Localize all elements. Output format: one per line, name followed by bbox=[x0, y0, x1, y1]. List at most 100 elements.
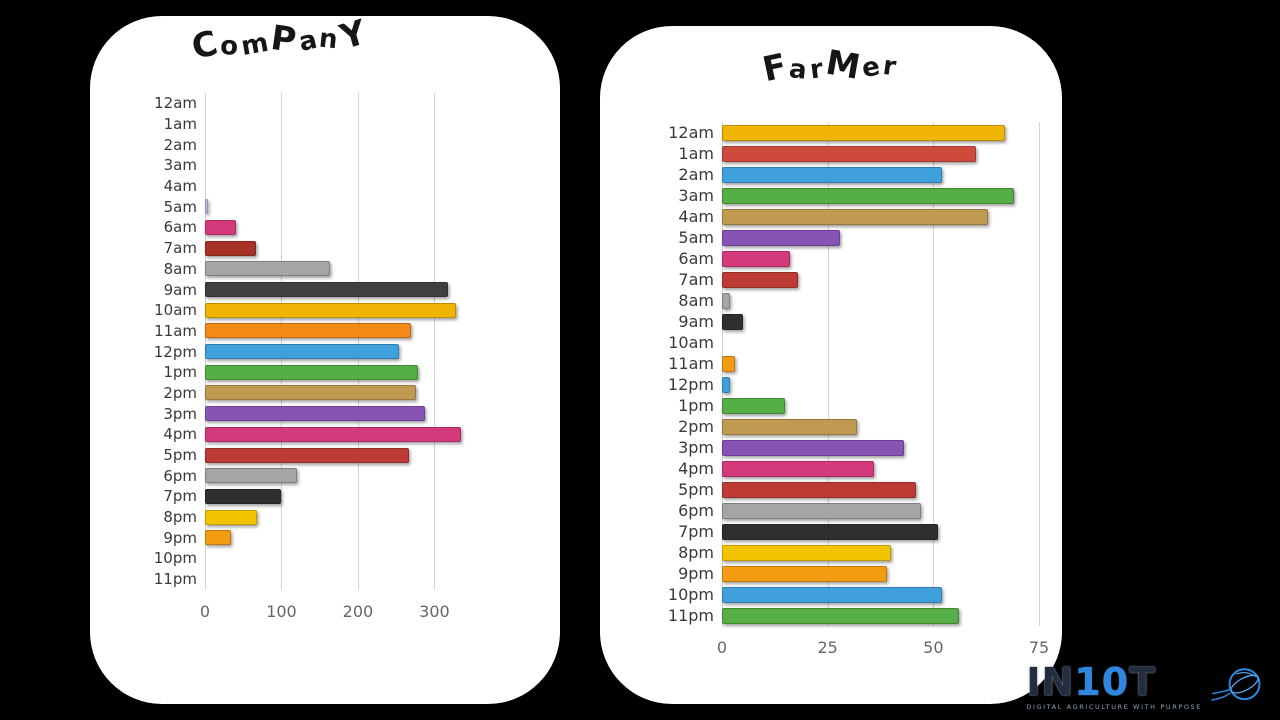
bar bbox=[205, 406, 426, 422]
gridline bbox=[357, 93, 359, 590]
bar bbox=[722, 565, 887, 582]
bar bbox=[205, 240, 257, 256]
bar bbox=[722, 376, 731, 393]
gridline bbox=[827, 122, 829, 626]
x-axis: 0 100 200 300 bbox=[117, 602, 465, 630]
bar-row: 6am bbox=[117, 217, 465, 238]
bar-row: 12am bbox=[630, 122, 1039, 143]
bar-row: 10pm bbox=[630, 584, 1039, 605]
bar bbox=[722, 544, 892, 561]
title-letter: P bbox=[268, 17, 302, 62]
y-axis-label: 9pm bbox=[163, 528, 197, 547]
bar bbox=[722, 124, 1006, 141]
x-axis-tick-label: 25 bbox=[817, 638, 838, 657]
bar bbox=[722, 355, 735, 372]
bar bbox=[722, 502, 921, 519]
bar-row: 2am bbox=[630, 164, 1039, 185]
bar bbox=[205, 219, 236, 235]
farmer-chart-title: FarMer bbox=[599, 38, 1062, 94]
brand-part-t: T bbox=[1129, 660, 1157, 704]
y-axis-label: 10pm bbox=[153, 549, 197, 568]
title-letter: Y bbox=[335, 11, 374, 58]
bar-row: 1am bbox=[630, 143, 1039, 164]
farmer-chart-card: FarMer 12am 1am 2am 3am 4am 5am 6am 7am 8am 9am 10… bbox=[600, 26, 1062, 704]
bar-row: 5am bbox=[630, 227, 1039, 248]
y-axis-label: 12pm bbox=[667, 375, 714, 394]
y-axis-label: 1am bbox=[678, 144, 714, 163]
y-axis-label: 4pm bbox=[678, 459, 714, 478]
y-axis-label: 10am bbox=[154, 301, 197, 320]
y-axis-label: 7am bbox=[678, 270, 714, 289]
bar-row: 7pm bbox=[630, 521, 1039, 542]
bar-row: 10am bbox=[630, 332, 1039, 353]
y-axis-label: 2am bbox=[163, 135, 197, 154]
company-chart-title: ComPanY bbox=[188, 12, 374, 68]
y-axis-label: 9am bbox=[163, 280, 197, 299]
x-axis-tick-label: 0 bbox=[199, 601, 211, 621]
bar bbox=[205, 323, 412, 339]
bar bbox=[205, 530, 231, 546]
bar-row: 12pm bbox=[117, 341, 465, 362]
y-axis-label: 2am bbox=[678, 165, 714, 184]
y-axis-label: 10am bbox=[668, 333, 714, 352]
bar-row: 8pm bbox=[117, 507, 465, 528]
in10t-tagline: DIGITAL AGRICULTURE WITH PURPOSE bbox=[1026, 703, 1202, 711]
bar-row: 5am bbox=[117, 196, 465, 217]
bar bbox=[722, 397, 786, 414]
y-axis-label: 7pm bbox=[163, 487, 197, 506]
bar bbox=[722, 523, 938, 540]
gridline bbox=[1039, 122, 1040, 626]
bar bbox=[205, 468, 297, 484]
bar-row: 7am bbox=[117, 238, 465, 259]
bar bbox=[205, 344, 400, 360]
y-axis-label: 1pm bbox=[678, 396, 714, 415]
bar bbox=[722, 208, 989, 225]
y-axis-label: 5pm bbox=[678, 480, 714, 499]
bar-row: 12pm bbox=[630, 374, 1039, 395]
bar-row: 6pm bbox=[117, 465, 465, 486]
y-axis-label: 5pm bbox=[163, 446, 197, 465]
y-axis-label: 7am bbox=[163, 239, 197, 258]
bar-row: 2pm bbox=[117, 383, 465, 404]
bar-row: 4am bbox=[630, 206, 1039, 227]
plot-area: 12am 1am 2am 3am 4am 5am 6am 7am 8am 9am 10am 11am 1… bbox=[630, 122, 1040, 626]
y-axis-label: 8am bbox=[678, 291, 714, 310]
bar-row: 11pm bbox=[117, 569, 465, 590]
company-chart-card: ComPanY 12am 1am 2am 3am 4am 5am 6am 7am 8am 9am 1… bbox=[90, 12, 560, 704]
company-bar-chart: 12am 1am 2am 3am 4am 5am 6am 7am 8am 9am 10am 11am 1… bbox=[117, 93, 465, 630]
bar bbox=[205, 199, 209, 215]
y-axis-label: 10pm bbox=[667, 585, 714, 604]
y-axis-label: 6pm bbox=[678, 501, 714, 520]
y-axis-label: 3am bbox=[678, 186, 714, 205]
y-axis-label: 3pm bbox=[678, 438, 714, 457]
gridline bbox=[205, 93, 206, 590]
bar bbox=[722, 166, 942, 183]
bar bbox=[205, 302, 456, 318]
bar-row: 8am bbox=[117, 259, 465, 280]
bar bbox=[205, 447, 410, 463]
x-axis-tick-label: 0 bbox=[716, 638, 728, 657]
bar-row: 4pm bbox=[117, 424, 465, 445]
bar bbox=[205, 488, 282, 504]
y-axis-label: 6am bbox=[163, 218, 197, 237]
bar-row: 8pm bbox=[630, 542, 1039, 563]
bar bbox=[205, 282, 449, 298]
y-axis-label: 3pm bbox=[163, 404, 197, 423]
bar-row: 12am bbox=[117, 93, 465, 114]
gridline bbox=[434, 93, 436, 590]
y-axis-label: 8pm bbox=[163, 508, 197, 527]
bar-row: 5pm bbox=[630, 479, 1039, 500]
bar bbox=[205, 509, 257, 525]
bar-row: 7am bbox=[630, 269, 1039, 290]
brand-part-in: IN bbox=[1026, 660, 1075, 704]
bar-row: 9pm bbox=[117, 527, 465, 548]
bar bbox=[205, 385, 417, 401]
y-axis-label: 5am bbox=[163, 197, 197, 216]
in10t-wordmark-block: IN10T DIGITAL AGRICULTURE WITH PURPOSE bbox=[1026, 663, 1202, 711]
title-letter: M bbox=[822, 42, 866, 89]
gridline bbox=[933, 122, 935, 626]
farmer-bar-chart: 12am 1am 2am 3am 4am 5am 6am 7am 8am 9am 10am 11am 1… bbox=[630, 122, 1049, 666]
y-axis-label: 1am bbox=[163, 115, 197, 134]
bar bbox=[722, 292, 731, 309]
